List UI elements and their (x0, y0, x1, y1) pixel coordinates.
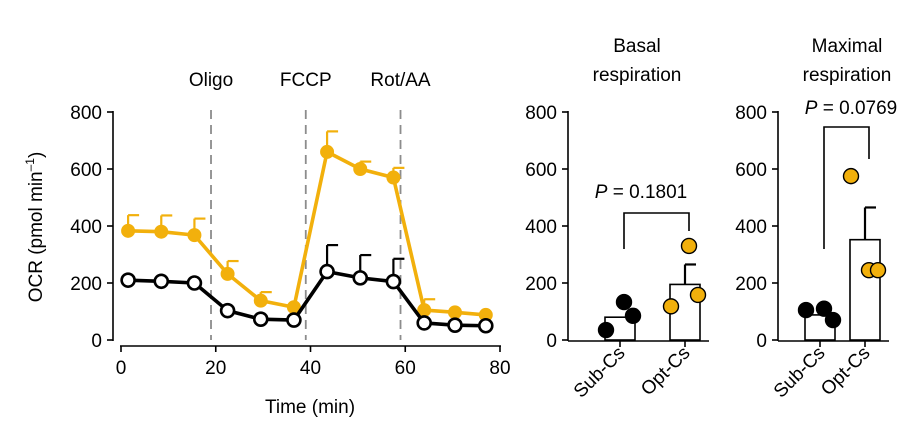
data-point (253, 293, 268, 308)
data-point (286, 312, 302, 328)
individual-point (597, 321, 615, 339)
p-symbol: P (805, 98, 818, 119)
y-tick-label: 400 (525, 217, 557, 238)
series-sub-cs (120, 243, 494, 334)
individual-point (815, 300, 833, 317)
data-point (121, 223, 136, 238)
chart-title-line2: respiration (803, 65, 892, 86)
data-point (153, 273, 170, 290)
individual-point (680, 237, 698, 255)
series-line (128, 150, 486, 317)
y-tick-label: 800 (525, 103, 557, 124)
injection-label: Rot/AA (370, 70, 431, 91)
p-value: = 0.1801 (607, 182, 687, 203)
individual-point (842, 167, 860, 185)
y-tick-label: 200 (70, 274, 102, 295)
p-symbol: P (595, 182, 608, 203)
data-point (220, 266, 235, 281)
y-tick-label: 400 (735, 217, 767, 238)
y-tick-label: 0 (546, 331, 557, 352)
x-tick-label: 80 (489, 358, 510, 379)
individual-point (615, 293, 633, 311)
data-point (447, 317, 463, 333)
y-tick-label: 200 (525, 274, 557, 295)
data-point (187, 228, 202, 243)
data-point (219, 302, 236, 319)
x-tick-label: 60 (395, 358, 416, 379)
y-tick-label: 200 (735, 274, 767, 295)
data-point (154, 224, 169, 239)
p-value-label: P = 0.1801 (595, 182, 687, 203)
y-axis-label-close: ) (26, 152, 47, 158)
y-axis-label: OCR (pmol min–1) (23, 152, 47, 303)
individual-point (869, 261, 887, 279)
data-point (385, 273, 402, 290)
individual-point (797, 301, 815, 319)
data-point (120, 272, 136, 288)
x-tick-label: 0 (116, 358, 127, 379)
y-tick-label: 0 (91, 331, 102, 352)
individual-point (662, 298, 680, 315)
y-tick-label: 800 (70, 103, 102, 124)
y-tick-label: 400 (70, 217, 102, 238)
chart-title-line1: Maximal (812, 36, 883, 57)
injection-label: Oligo (189, 70, 233, 91)
x-tick-label: Opt-Cs (817, 343, 874, 400)
y-tick-label: 600 (525, 160, 557, 181)
y-tick-label: 600 (735, 160, 767, 181)
x-tick-label: Sub-Cs (770, 343, 830, 403)
data-point (353, 162, 368, 176)
p-value: = 0.0769 (817, 98, 897, 119)
data-point (252, 311, 269, 327)
y-axis-label-superscript: –1 (23, 158, 37, 172)
injection-label: FCCP (280, 70, 332, 91)
y-tick-label: 0 (756, 331, 767, 352)
x-tick-label: 20 (205, 358, 226, 379)
individual-point (624, 307, 642, 324)
data-point (320, 144, 335, 159)
data-point (319, 263, 335, 280)
data-point (186, 275, 203, 291)
individual-point (689, 286, 707, 304)
y-axis-label-main: OCR (pmol min (26, 171, 47, 302)
ocr-timecourse-chart: OCR (pmol min–1) Time (min) Oligo FCCP Rot… (23, 70, 511, 418)
significance-bracket (823, 126, 870, 249)
individual-point (824, 311, 842, 329)
data-point (352, 270, 369, 286)
significance-bracket (623, 212, 690, 249)
x-axis-label: Time (min) (265, 397, 355, 418)
series-opt-cs (121, 130, 493, 322)
chart-title-line1: Basal (613, 36, 661, 57)
x-tick-label: Opt-Cs (637, 343, 694, 400)
data-point (386, 170, 401, 185)
data-point (477, 317, 494, 334)
maximal-respiration-chart: Maximal respiration P = 0.0769 0 200 400 60… (735, 36, 897, 402)
basal-respiration-chart: Basal respiration P = 0.1801 0 200 400 600 8… (525, 36, 709, 402)
data-point (416, 315, 433, 331)
chart-title-line2: respiration (593, 65, 682, 86)
bar-opt-cs (849, 238, 881, 341)
x-tick-label: Sub-Cs (570, 343, 630, 403)
y-tick-label: 600 (70, 160, 102, 181)
x-tick-label: 40 (300, 358, 321, 379)
data-point (447, 305, 462, 320)
p-value-label: P = 0.0769 (805, 98, 897, 119)
y-tick-label: 800 (735, 103, 767, 124)
